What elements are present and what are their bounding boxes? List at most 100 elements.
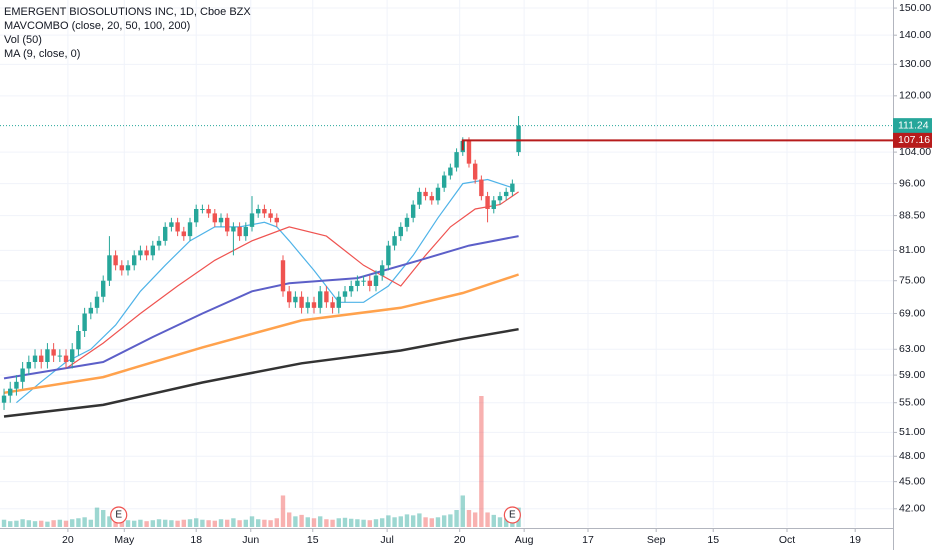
volume-bar — [460, 495, 465, 527]
volume-bar — [361, 519, 366, 527]
x-tick-label: Sep — [647, 534, 666, 546]
candle-body — [317, 291, 323, 308]
candle-body — [386, 245, 391, 266]
volume-bar — [243, 519, 248, 527]
volume-bar — [348, 518, 354, 527]
candle-body — [82, 313, 87, 331]
candle-body — [361, 280, 366, 282]
volume-bar — [336, 518, 341, 527]
volume-bar — [212, 520, 218, 527]
indicator-label: MAVCOMBO (close, 20, 50, 100, 200) — [4, 20, 190, 32]
volume-bar — [286, 512, 292, 527]
candle-body — [429, 196, 434, 201]
candle-body — [274, 217, 279, 223]
price-label: 107.16 — [898, 134, 930, 146]
volume-bar — [26, 520, 32, 527]
x-tick-label: Jul — [380, 534, 393, 546]
candle-body — [355, 280, 360, 286]
candle-body — [200, 208, 205, 210]
candle-body — [45, 349, 50, 362]
indicator-label: Vol (50) — [4, 34, 42, 46]
candle-body — [194, 208, 199, 223]
volume-bar — [435, 517, 441, 527]
volume-bar — [70, 519, 75, 527]
volume-bar — [268, 520, 273, 527]
candle-body — [169, 222, 174, 227]
volume-bar — [367, 520, 372, 527]
volume-bar — [342, 517, 348, 527]
candle-body — [8, 388, 13, 396]
x-tick-label: Jun — [242, 534, 259, 546]
volume-bar — [119, 519, 125, 527]
candle-body — [94, 296, 100, 308]
moving-average-line — [3, 273, 519, 395]
candle-body — [32, 355, 38, 362]
candle-body — [417, 191, 422, 205]
moving-average-line — [65, 191, 519, 369]
candle-body — [262, 208, 267, 214]
volume-bar — [181, 519, 187, 527]
candle-body — [63, 355, 69, 362]
volume-bar — [373, 519, 379, 527]
volume-bar — [194, 518, 199, 527]
volume-bar — [262, 519, 267, 527]
candle-body — [491, 200, 496, 209]
volume-bar — [479, 396, 484, 527]
volume-bar — [206, 520, 211, 527]
axes: 150.00 140.00 130.00 120.00 104.00 96.00 88.50… — [62, 2, 932, 546]
y-tick-label: 75.00 — [899, 274, 925, 286]
candle-body — [231, 226, 236, 232]
volume-bar — [485, 512, 490, 527]
volume-bar — [138, 519, 143, 527]
volume-bar — [404, 514, 410, 527]
candle-body — [88, 307, 94, 314]
volume-bar — [423, 517, 428, 527]
volume-bar — [311, 518, 317, 527]
volume-bar — [503, 518, 509, 527]
volume-bar — [156, 519, 162, 527]
y-tick-label: 55.00 — [899, 396, 925, 408]
candle-body — [423, 191, 428, 197]
candle-body — [404, 217, 410, 227]
volume-bar — [410, 515, 416, 527]
candle-body — [163, 226, 168, 241]
candle-body — [243, 226, 248, 237]
x-tick-label: 15 — [307, 534, 319, 546]
y-tick-label: 150.00 — [899, 2, 931, 14]
volume-bar — [63, 520, 69, 527]
candle-body — [206, 208, 211, 214]
volume-bar — [132, 520, 137, 527]
volume-bar — [175, 520, 180, 527]
candle-body — [516, 125, 521, 153]
price-label: 111.24 — [898, 119, 929, 131]
candle-body — [181, 231, 187, 237]
volume-bar — [379, 518, 385, 527]
volume-bar — [299, 514, 304, 527]
candle-body — [466, 140, 472, 164]
volume-bar — [355, 519, 360, 527]
volume-bar — [466, 510, 472, 527]
volume-bar — [218, 519, 224, 527]
candle-body — [485, 196, 490, 209]
chart-title: EMERGENT BIOSOLUTIONS INC, 1D, Cboe BZX — [4, 6, 251, 18]
volume-bar — [392, 517, 397, 527]
x-tick-label: 18 — [190, 534, 202, 546]
volume-bar — [280, 495, 286, 527]
y-tick-label: 51.00 — [899, 426, 925, 438]
volume-bar — [293, 516, 298, 527]
candle-body — [20, 368, 25, 382]
candle-body — [101, 280, 106, 297]
candle-body — [144, 250, 149, 256]
candle-body — [348, 285, 354, 292]
grid — [0, 0, 893, 527]
candle-body — [249, 213, 255, 227]
candle-body — [218, 217, 224, 223]
candle-body — [299, 296, 304, 308]
volume-bar — [274, 518, 279, 527]
candle-body — [448, 167, 453, 176]
y-tick-label: 120.00 — [899, 90, 931, 102]
y-tick-label: 130.00 — [899, 58, 931, 70]
candle-body — [472, 163, 478, 180]
indicator-label: MA (9, close, 0) — [4, 48, 80, 60]
x-tick-label: May — [114, 534, 135, 546]
